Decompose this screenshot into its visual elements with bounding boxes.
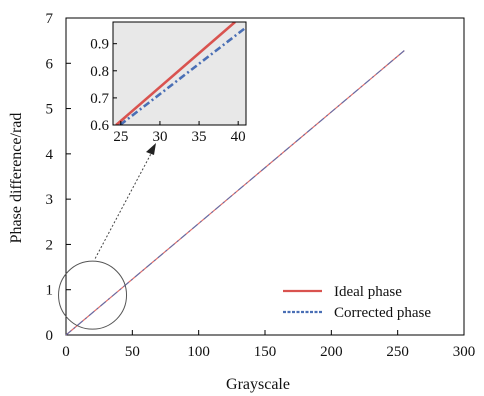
y-tick-label: 4 (46, 147, 54, 163)
y-tick-label: 2 (46, 237, 54, 253)
inset-plot: 25 30 35 40 0.6 0.7 0.8 0.9 (90, 21, 247, 145)
inset-x-tick-label: 25 (113, 129, 128, 145)
y-tick-label: 6 (46, 56, 54, 72)
x-axis-title: Grayscale (226, 376, 290, 393)
inset-x-tick-label: 30 (152, 129, 167, 145)
x-tick-label: 200 (320, 344, 343, 360)
legend-label: Ideal phase (334, 284, 402, 300)
inset-y-tick-label: 0.8 (90, 64, 109, 80)
x-tick-label: 100 (187, 344, 210, 360)
inset-series-line-corrected-phase (119, 26, 246, 125)
inset-y-tick-label: 0.6 (90, 118, 109, 134)
series-line-corrected-phase (65, 50, 405, 336)
inset-x-tick-label: 35 (192, 129, 207, 145)
legend: Ideal phase Corrected phase (283, 284, 431, 321)
x-tick-label: 150 (254, 344, 277, 360)
y-tick-label: 3 (46, 192, 54, 208)
x-tick-label: 0 (62, 344, 70, 360)
inset-x-tick-label: 40 (231, 129, 246, 145)
x-tick-label: 50 (125, 344, 140, 360)
zoom-pointer-line (94, 149, 154, 259)
inset-series-line-ideal-phase (115, 22, 236, 125)
y-axis-title: Phase difference/rad (8, 113, 25, 244)
legend-label: Corrected phase (334, 305, 431, 321)
inset-y-tick-label: 0.7 (90, 91, 109, 107)
main-plot: 0 50 100 150 200 250 300 0 1 2 3 4 5 6 7 (46, 11, 476, 360)
x-tick-label: 300 (453, 344, 476, 360)
zoom-pointer-arrowhead (146, 143, 156, 155)
y-tick-label: 1 (46, 283, 54, 299)
y-tick-label: 7 (46, 11, 54, 27)
y-tick-label: 5 (46, 102, 54, 118)
inset-y-tick-label: 0.9 (90, 37, 109, 53)
x-tick-label: 250 (386, 344, 409, 360)
inset-frame (112, 21, 247, 126)
zoom-region-circle (58, 260, 128, 330)
y-tick-label: 0 (46, 328, 54, 344)
